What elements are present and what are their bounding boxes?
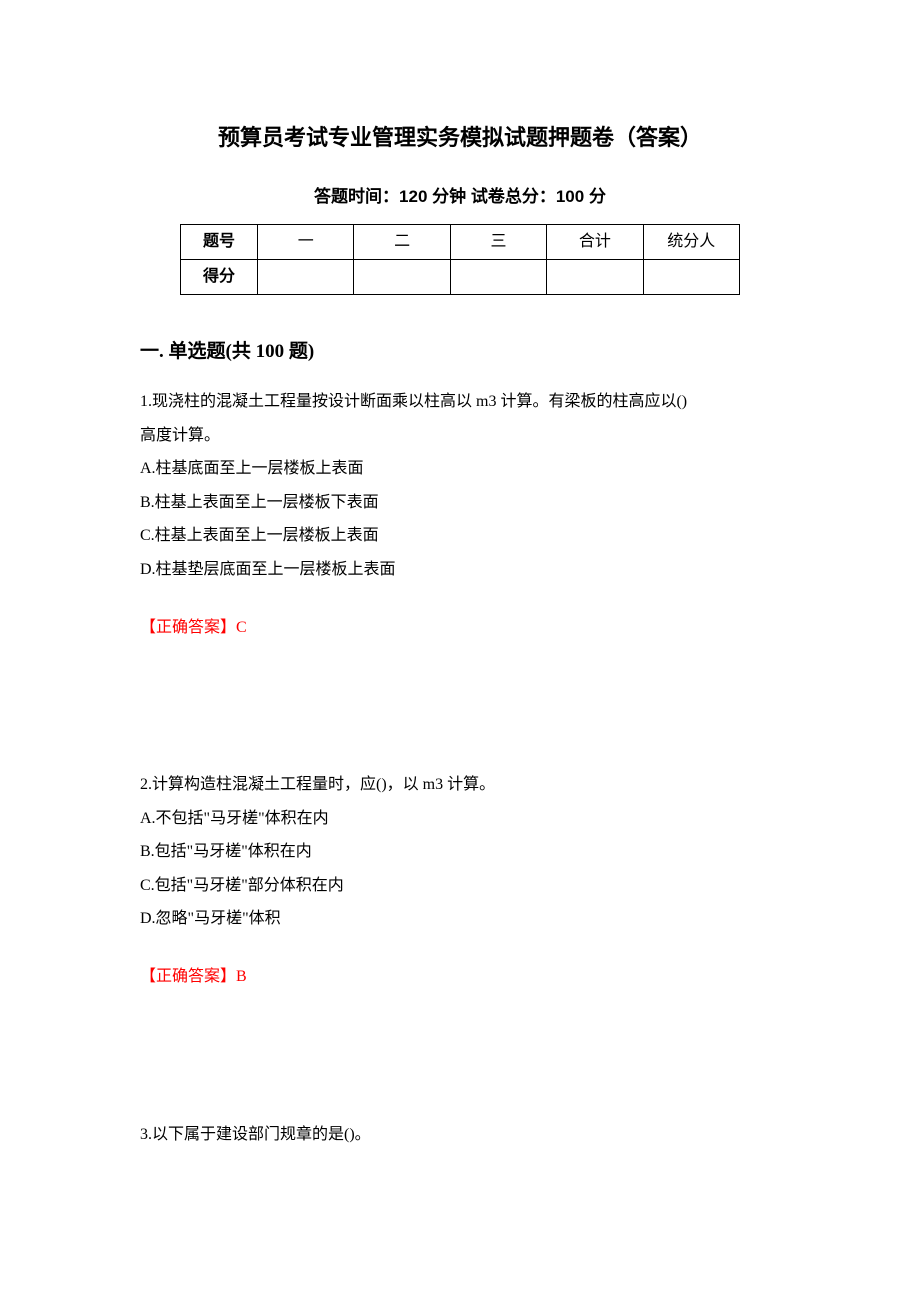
section-heading: 一. 单选题(共 100 题) [140,337,780,367]
empty-cell [258,259,354,294]
question-block: 1.现浇柱的混凝土工程量按设计断面乘以柱高以 m3 计算。有梁板的柱高应以() … [140,385,780,644]
doc-subtitle: 答题时间：120 分钟 试卷总分：100 分 [140,183,780,210]
header-cell: 二 [354,225,450,260]
empty-cell [643,259,739,294]
answer-text: 【正确答案】B [140,960,780,994]
option-d: D.忽略"马牙槎"体积 [140,902,780,936]
question-block: 2.计算构造柱混凝土工程量时，应()，以 m3 计算。 A.不包括"马牙槎"体积… [140,768,780,994]
option-b: B.柱基上表面至上一层楼板下表面 [140,486,780,520]
empty-cell [547,259,643,294]
header-cell: 一 [258,225,354,260]
question-text: 高度计算。 [140,419,780,453]
score-label-cell: 得分 [181,259,258,294]
answer-text: 【正确答案】C [140,611,780,645]
option-a: A.不包括"马牙槎"体积在内 [140,802,780,836]
question-text: 2.计算构造柱混凝土工程量时，应()，以 m3 计算。 [140,768,780,802]
table-row: 得分 [181,259,740,294]
spacer [140,668,780,768]
empty-cell [354,259,450,294]
question-block: 3.以下属于建设部门规章的是()。 [140,1118,780,1152]
table-row: 题号 一 二 三 合计 统分人 [181,225,740,260]
question-text: 3.以下属于建设部门规章的是()。 [140,1118,780,1152]
option-d: D.柱基垫层底面至上一层楼板上表面 [140,553,780,587]
header-cell: 题号 [181,225,258,260]
option-c: C.包括"马牙槎"部分体积在内 [140,869,780,903]
header-cell: 统分人 [643,225,739,260]
header-cell: 三 [450,225,546,260]
option-c: C.柱基上表面至上一层楼板上表面 [140,519,780,553]
score-table: 题号 一 二 三 合计 统分人 得分 [180,224,740,294]
header-cell: 合计 [547,225,643,260]
spacer [140,1018,780,1118]
question-text: 1.现浇柱的混凝土工程量按设计断面乘以柱高以 m3 计算。有梁板的柱高应以() [140,385,780,419]
option-b: B.包括"马牙槎"体积在内 [140,835,780,869]
empty-cell [450,259,546,294]
doc-title: 预算员考试专业管理实务模拟试题押题卷（答案） [140,120,780,155]
option-a: A.柱基底面至上一层楼板上表面 [140,452,780,486]
